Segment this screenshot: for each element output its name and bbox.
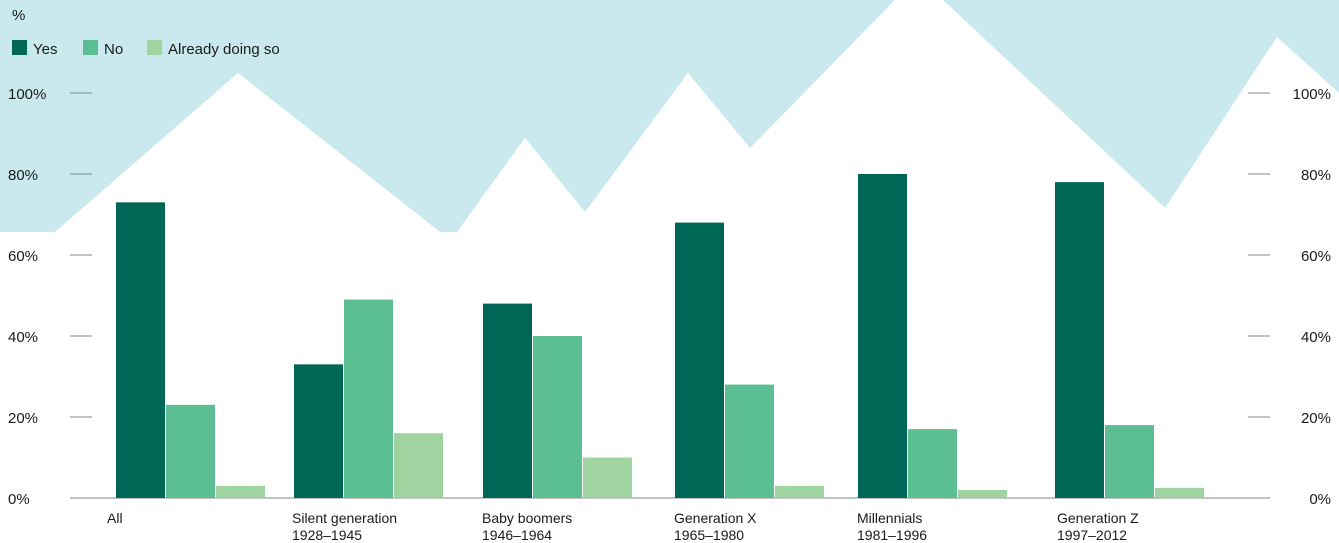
legend: Yes No Already doing so — [12, 40, 280, 58]
legend-label: Already doing so — [168, 41, 280, 58]
legend-swatch — [12, 40, 27, 55]
category-label-years: 1997–2012 — [1057, 527, 1127, 543]
y-tick-label-right: 100% — [1293, 86, 1331, 103]
y-tick-label-left: 0% — [8, 491, 30, 508]
bar-already-doing-so — [583, 457, 632, 498]
bar-yes — [116, 202, 165, 498]
bar-yes — [483, 303, 532, 498]
category-label-years: 1928–1945 — [292, 527, 362, 543]
y-tick-label-left: 80% — [8, 167, 38, 184]
bar-yes — [294, 364, 343, 498]
bar-already-doing-so — [1155, 487, 1204, 498]
y-tick-label-left: 100% — [8, 86, 46, 103]
category-label-years: 1981–1996 — [857, 527, 927, 543]
y-unit-label: % — [12, 7, 25, 24]
bar-no — [344, 299, 393, 498]
bar-yes — [1055, 182, 1104, 498]
bar-already-doing-so — [958, 489, 1007, 498]
y-tick-label-right: 80% — [1301, 167, 1331, 184]
y-tick-label-left: 40% — [8, 329, 38, 346]
y-tick-label-right: 40% — [1301, 329, 1331, 346]
bar-already-doing-so — [394, 433, 443, 498]
bar-no — [166, 404, 215, 498]
bars — [116, 174, 1204, 498]
category-label: Baby boomers — [482, 510, 572, 526]
bar-yes — [675, 222, 724, 498]
legend-label: Yes — [33, 41, 57, 58]
y-axis-right: 0% 20% 40% 60% 80% 100% — [1248, 86, 1331, 508]
bar-no — [1105, 425, 1154, 498]
legend-swatch — [83, 40, 98, 55]
y-tick-label-right: 60% — [1301, 248, 1331, 265]
mountain-background-shape — [0, 0, 1339, 232]
y-tick-label-right: 20% — [1301, 410, 1331, 427]
category-label-years: 1965–1980 — [674, 527, 744, 543]
bar-no — [908, 429, 957, 498]
legend-label: No — [104, 41, 123, 58]
category-label: Millennials — [857, 510, 922, 526]
y-tick-label-right: 0% — [1309, 491, 1331, 508]
bar-yes — [858, 174, 907, 498]
bar-already-doing-so — [216, 485, 265, 498]
bar-no — [725, 384, 774, 498]
category-label: Generation Z — [1057, 510, 1139, 526]
y-tick-label-left: 60% — [8, 248, 38, 265]
category-label: All — [107, 510, 123, 526]
category-label: Silent generation — [292, 510, 397, 526]
y-tick-label-left: 20% — [8, 410, 38, 427]
category-label-years: 1946–1964 — [482, 527, 552, 543]
legend-swatch — [147, 40, 162, 55]
bar-no — [533, 336, 582, 498]
category-label: Generation X — [674, 510, 757, 526]
bar-already-doing-so — [775, 485, 824, 498]
